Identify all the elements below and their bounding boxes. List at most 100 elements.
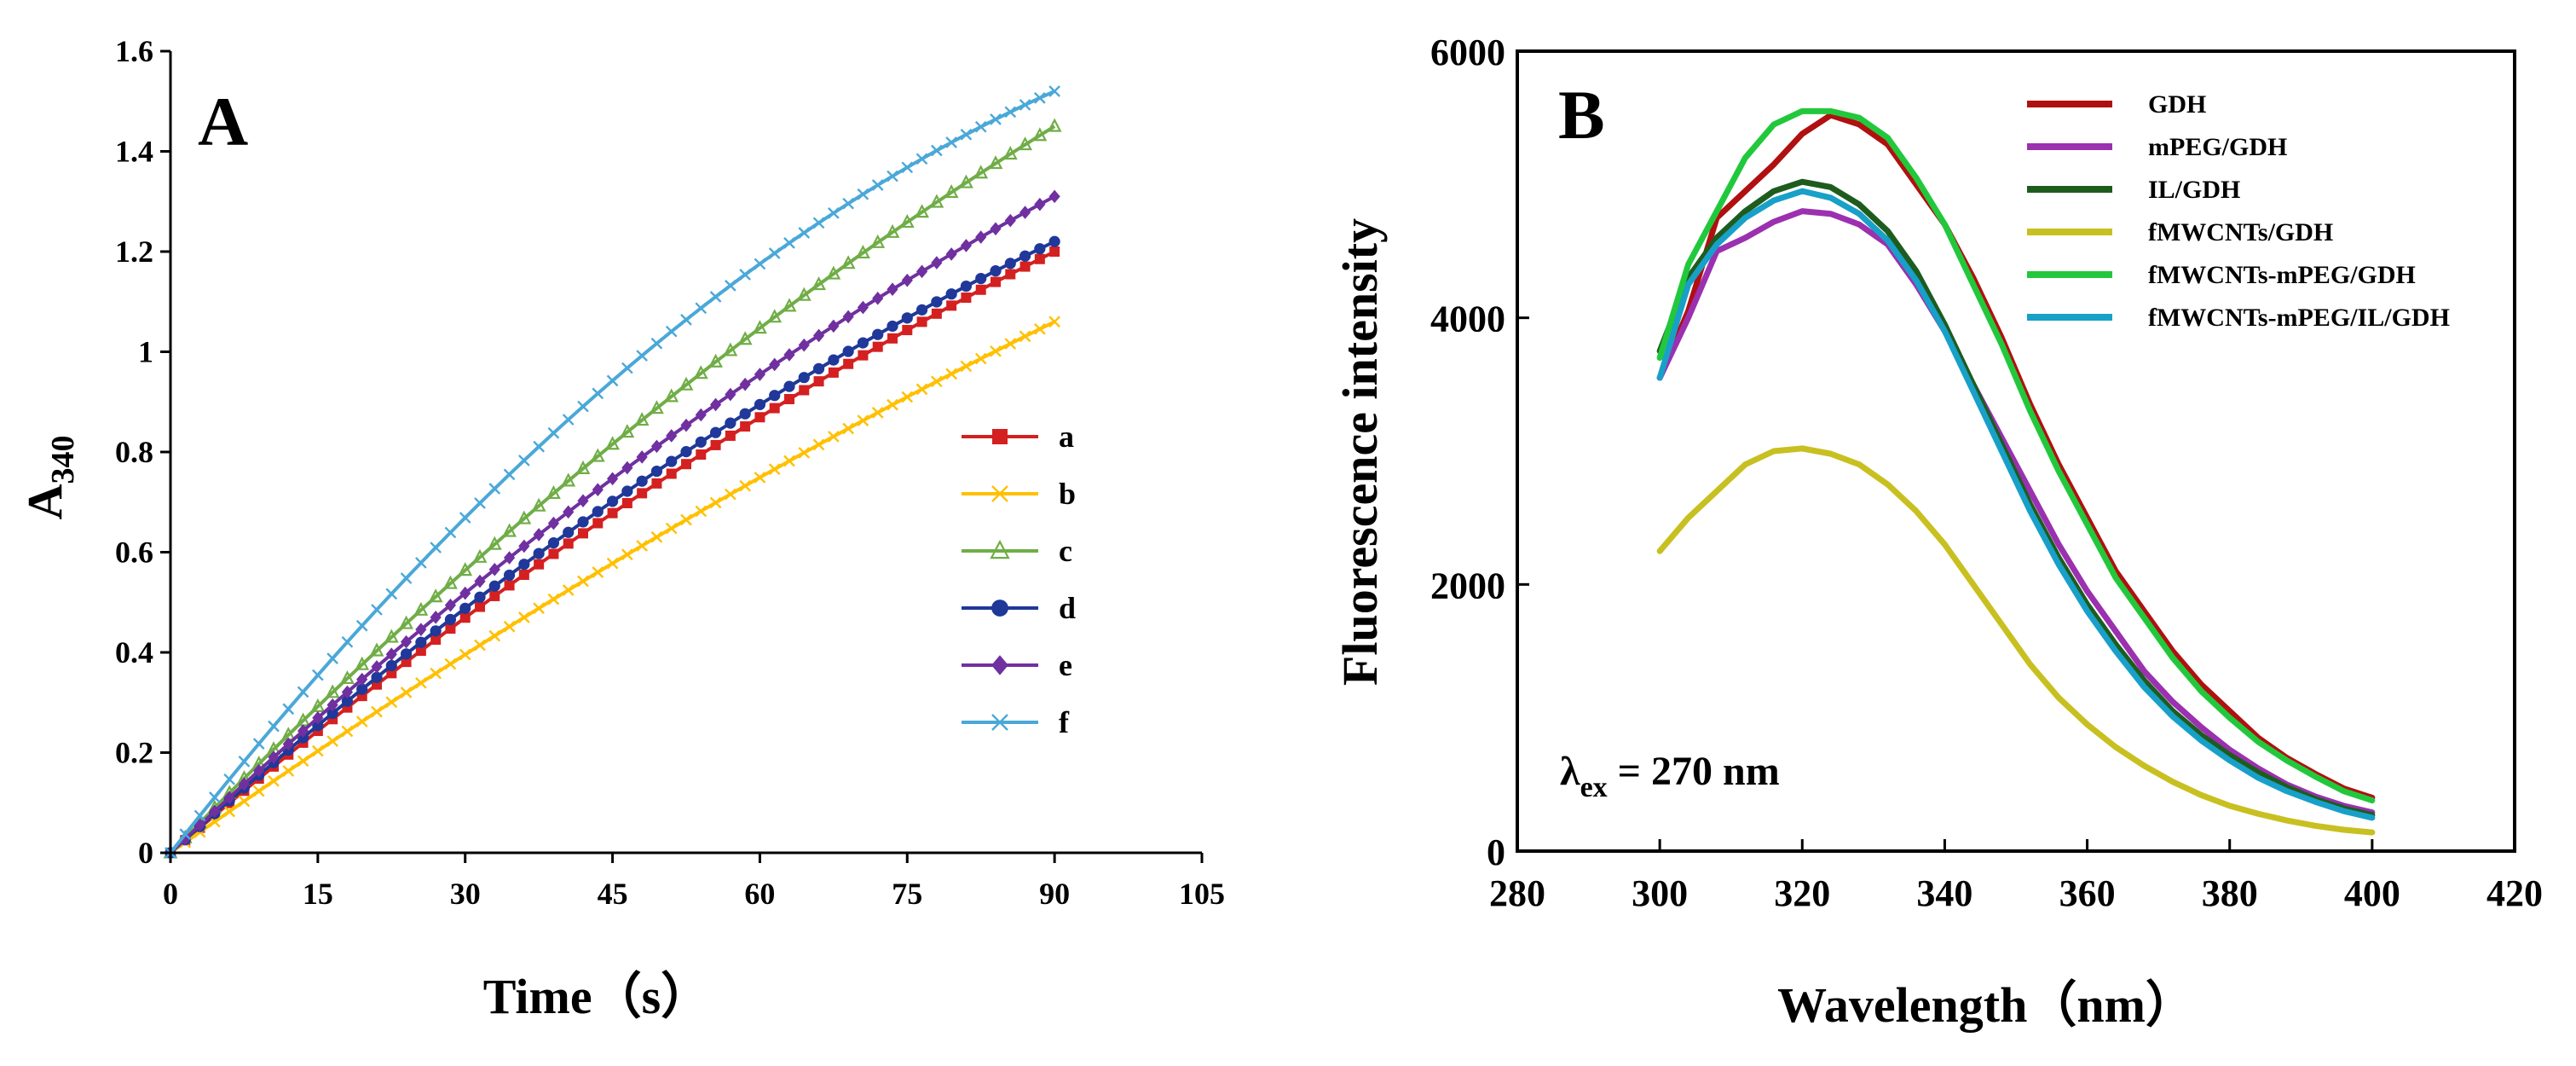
panel-a-legend-label-e: e	[1059, 648, 1072, 682]
panel-a-data-point	[415, 676, 427, 689]
panel-a-data-point	[415, 557, 427, 569]
panel-a-legend-marker-f	[991, 714, 1008, 731]
panel-a-data-point	[341, 695, 354, 707]
panel-a-data-point	[606, 557, 619, 570]
panel-a-data-point	[842, 310, 854, 324]
panel-a-data-point	[592, 518, 604, 529]
panel-a-data-point	[193, 809, 206, 822]
panel-a-data-point	[268, 750, 280, 764]
panel-a-data-point	[268, 720, 280, 733]
panel-a-data-point	[415, 646, 426, 657]
panel-a-data-point	[223, 805, 235, 818]
panel-a-data-point	[312, 710, 324, 725]
panel-a-x-tick-label: 75	[892, 877, 922, 911]
panel-a-data-point	[870, 234, 886, 248]
panel-b-label: B	[1558, 76, 1605, 154]
panel-a-data-point	[946, 300, 957, 311]
panel-a-data-point	[371, 705, 383, 718]
panel-a-data-point	[193, 818, 206, 832]
panel-a-data-point	[931, 144, 943, 157]
panel-a-data-point	[857, 337, 869, 349]
panel-a-data-point	[945, 368, 957, 380]
panel-a-legend-marker-c	[990, 539, 1010, 559]
panel-a-data-point	[915, 204, 929, 218]
panel-a-data-point	[326, 698, 338, 712]
panel-a-data-point	[665, 522, 678, 535]
panel-a-y-axis-title-sub: 340	[45, 436, 81, 484]
panel-a-y-tick-label: 1.4	[115, 135, 153, 169]
panel-a-data-point	[725, 387, 736, 402]
panel-a-data-point	[960, 128, 973, 141]
panel-a-data-point	[590, 448, 605, 462]
panel-a-data-point	[945, 136, 957, 148]
panel-a-data-point	[488, 629, 501, 642]
panel-a-data-point	[650, 530, 663, 543]
panel-b-series-line-fMWCNTs-mPEG/GDH	[1656, 107, 2376, 804]
panel-a-data-point	[929, 194, 944, 208]
panel-a-data-point	[769, 403, 780, 414]
panel-a-series-line-b	[169, 320, 1056, 855]
panel-a-series-e	[165, 189, 1060, 860]
panel-a-data-point	[680, 314, 692, 326]
panel-a-data-point	[252, 738, 265, 750]
panel-a-data-point	[636, 475, 648, 487]
panel-a-data-point	[782, 298, 797, 312]
panel-a-data-point	[592, 506, 604, 518]
panel-a-data-point	[858, 350, 869, 361]
panel-a-data-point	[637, 488, 648, 499]
panel-a-data-point	[650, 400, 664, 414]
panel-b-legend-label: mPEG/GDH	[2148, 133, 2287, 161]
panel-a-data-point	[547, 593, 560, 605]
panel-a-data-point	[709, 291, 722, 303]
panel-a-data-point	[899, 213, 915, 229]
panel-a-x-tick-label: 30	[450, 877, 481, 911]
panel-a-data-point	[444, 598, 457, 612]
panel-a-data-point	[842, 197, 854, 210]
panel-a-data-point	[1034, 92, 1046, 104]
panel-a-data-point	[796, 287, 811, 301]
panel-b-x-tick-label: 380	[2202, 872, 2258, 914]
panel-b-series-line-fMWCNTs-mPEG/IL/GDH	[1656, 188, 2376, 821]
panel-a-data-point	[710, 439, 721, 450]
panel-a-data-point	[503, 551, 516, 565]
panel-a-data-point	[915, 304, 928, 316]
panel-a-x-tick-label: 15	[303, 877, 333, 911]
panel-a-legend-label-c: c	[1059, 534, 1072, 568]
panel-a-data-point	[474, 591, 486, 603]
panel-b-legend-label: fMWCNTs-mPEG/IL/GDH	[2148, 304, 2450, 332]
panel-a-data-point	[931, 256, 943, 269]
panel-a-data-point	[975, 284, 986, 295]
panel-a-legend-marker-b	[991, 485, 1008, 502]
panel-a-data-point	[974, 120, 987, 133]
panel-a-data-point	[238, 777, 251, 791]
panel-a-data-point	[1048, 189, 1060, 204]
panel-b-series-line-fMWCNTs/GDH	[1656, 445, 2376, 836]
panel-a-data-point	[636, 350, 648, 362]
panel-a-data-point	[518, 455, 530, 466]
panel-b-legend-label: IL/GDH	[2148, 176, 2240, 204]
panel-a-data-point	[754, 258, 766, 270]
panel-a-data-point	[1004, 213, 1016, 228]
panel-a-data-point	[768, 247, 781, 259]
panel-a-data-point	[665, 325, 678, 338]
panel-a-data-point	[577, 516, 589, 528]
panel-a-data-point	[680, 513, 692, 526]
panel-b-legend-label: GDH	[2148, 90, 2206, 119]
panel-a-data-point	[725, 430, 736, 441]
panel-a-data-point	[945, 288, 957, 300]
panel-b-y-tick-label: 6000	[1430, 32, 1505, 73]
panel-a-data-point	[1048, 316, 1060, 328]
panel-a-data-point	[326, 735, 338, 747]
panel-a-data-point	[931, 296, 943, 308]
panel-a-data-point	[737, 331, 753, 345]
panel-a-data-point	[975, 272, 987, 285]
panel-a-axes: 0 15 30 45 60 75 90 105 0 0.2 0.4 0.6 0.8 1 1.2 1.4 1.6	[115, 34, 1225, 911]
panel-a-data-point	[430, 625, 442, 637]
panel-a-data-point	[621, 548, 633, 561]
panel-a-data-point	[325, 684, 340, 698]
panel-a-series-group	[163, 85, 1062, 860]
panel-a-data-point	[769, 357, 781, 372]
panel-a-data-point	[960, 360, 973, 373]
panel-a-data-point	[681, 459, 691, 470]
panel-a-legend-marker-a	[992, 429, 1008, 444]
